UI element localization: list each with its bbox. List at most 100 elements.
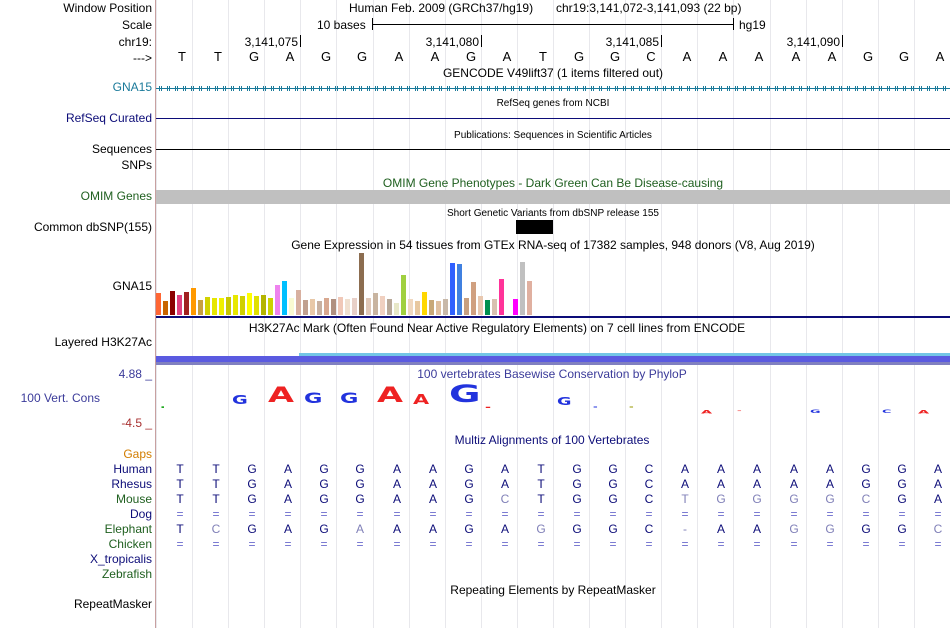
gtex-tissue-bar[interactable] — [499, 279, 504, 315]
species-label[interactable]: Rhesus — [111, 477, 152, 491]
gtex-tissue-bar[interactable] — [275, 285, 280, 315]
alignment-base: G — [825, 492, 835, 506]
species-label[interactable]: X_tropicalis — [89, 552, 152, 566]
gtex-tissue-bar[interactable] — [191, 288, 196, 315]
gtex-bar-chart[interactable] — [156, 252, 536, 315]
gtex-tissue-bar[interactable] — [212, 298, 217, 315]
gtex-tissue-bar[interactable] — [513, 299, 518, 315]
track-label-dbsnp[interactable]: Common dbSNP(155) — [33, 220, 152, 234]
gtex-tissue-bar[interactable] — [387, 299, 392, 315]
refseq-gene-line[interactable] — [156, 118, 950, 119]
gtex-tissue-bar[interactable] — [177, 295, 182, 315]
alignment-base: = — [429, 507, 437, 521]
gtex-tissue-bar[interactable] — [331, 299, 336, 315]
gtex-tissue-bar[interactable] — [247, 293, 252, 315]
gtex-tissue-bar[interactable] — [394, 303, 399, 315]
alignment-base: C — [211, 522, 221, 536]
track-label-phylop[interactable]: 100 Vert. Cons — [20, 391, 100, 405]
gtex-tissue-bar[interactable] — [345, 299, 350, 315]
gtex-tissue-bar[interactable] — [205, 297, 210, 315]
gtex-tissue-bar[interactable] — [478, 296, 483, 315]
gtex-tissue-bar[interactable] — [464, 298, 469, 315]
gtex-tissue-bar[interactable] — [366, 298, 371, 315]
gtex-tissue-bar[interactable] — [436, 301, 441, 315]
gtex-tissue-bar[interactable] — [317, 301, 322, 315]
gtex-tissue-bar[interactable] — [443, 299, 448, 315]
track-label-gtex[interactable]: GNA15 — [112, 279, 152, 293]
gtex-tissue-bar[interactable] — [429, 300, 434, 315]
gtex-tissue-bar[interactable] — [219, 298, 224, 315]
gtex-tissue-bar[interactable] — [289, 298, 294, 315]
gtex-tissue-bar[interactable] — [163, 301, 168, 315]
gtex-tissue-bar[interactable] — [324, 298, 329, 315]
h3k27ac-signal[interactable] — [156, 356, 950, 362]
gtex-tissue-bar[interactable] — [380, 296, 385, 315]
gtex-tissue-bar[interactable] — [254, 296, 259, 315]
track-label-omim[interactable]: OMIM Genes — [80, 189, 152, 203]
gtex-tissue-bar[interactable] — [492, 299, 497, 315]
gtex-tissue-bar[interactable] — [261, 295, 266, 315]
gtex-tissue-bar[interactable] — [415, 301, 420, 315]
dbsnp-track-title: Short Genetic Variants from dbSNP releas… — [447, 208, 659, 219]
omim-feature-bar[interactable] — [156, 190, 950, 204]
species-label[interactable]: Mouse — [115, 492, 152, 506]
track-label-snps[interactable]: SNPs — [121, 158, 152, 172]
alignment-base: G — [536, 522, 546, 536]
species-label[interactable]: Elephant — [104, 522, 152, 536]
track-label-h3k27ac[interactable]: Layered H3K27Ac — [54, 335, 152, 349]
gtex-tissue-bar[interactable] — [310, 299, 315, 315]
phylop-logo-letter: . — [160, 401, 166, 411]
alignment-base: = — [790, 537, 798, 551]
sequence-base: G — [248, 49, 260, 64]
gtex-tissue-bar[interactable] — [303, 300, 308, 315]
gtex-tissue-bar[interactable] — [485, 300, 490, 315]
gtex-tissue-bar[interactable] — [401, 275, 406, 315]
alignment-base: A — [392, 477, 401, 491]
gtex-tissue-bar[interactable] — [422, 292, 427, 315]
gtex-tissue-bar[interactable] — [450, 263, 455, 315]
gtex-tissue-bar[interactable] — [506, 300, 511, 315]
publications-line[interactable] — [156, 149, 950, 150]
alignment-base: A — [392, 522, 401, 536]
gtex-tissue-bar[interactable] — [359, 253, 364, 315]
species-label[interactable]: Dog — [129, 507, 152, 521]
track-label-repeatmasker[interactable]: RepeatMasker — [73, 597, 152, 611]
alignment-base: = — [681, 507, 689, 521]
gtex-tissue-bar[interactable] — [240, 296, 245, 315]
gtex-tissue-bar[interactable] — [233, 295, 238, 315]
alignment-base: T — [212, 477, 220, 491]
gtex-tissue-bar[interactable] — [170, 291, 175, 315]
dbsnp-variant[interactable] — [516, 220, 553, 234]
alignment-base: C — [861, 492, 871, 506]
alignment-base: C — [644, 492, 654, 506]
gtex-tissue-bar[interactable] — [282, 281, 287, 315]
h3k27ac-signal-light[interactable] — [299, 353, 950, 357]
species-label[interactable]: Chicken — [108, 537, 152, 551]
gtex-tissue-bar[interactable] — [527, 281, 532, 315]
gtex-tissue-bar[interactable] — [373, 293, 378, 315]
gtex-tissue-bar[interactable] — [156, 293, 161, 315]
gtex-tissue-bar[interactable] — [457, 264, 462, 315]
species-label[interactable]: Zebrafish — [101, 567, 152, 581]
h3k27ac-track-title: H3K27Ac Mark (Often Found Near Active Re… — [248, 321, 746, 335]
gtex-tissue-bar[interactable] — [352, 298, 357, 315]
gtex-tissue-bar[interactable] — [471, 282, 476, 315]
gtex-tissue-bar[interactable] — [338, 297, 343, 315]
gtex-tissue-bar[interactable] — [198, 300, 203, 315]
alignment-base: = — [465, 507, 473, 521]
alignment-base: T — [176, 462, 184, 476]
gtex-tissue-bar[interactable] — [296, 290, 301, 315]
gtex-tissue-bar[interactable] — [226, 297, 231, 315]
gtex-tissue-bar[interactable] — [520, 262, 525, 315]
track-label-publications[interactable]: Sequences — [91, 142, 152, 156]
scale-bar — [372, 24, 733, 25]
track-label-gencode[interactable]: GNA15 — [112, 80, 152, 94]
gtex-tissue-bar[interactable] — [268, 298, 273, 315]
track-label-refseq[interactable]: RefSeq Curated — [65, 111, 152, 125]
species-label[interactable]: Human — [113, 462, 152, 476]
h3k27ac-signal-band — [156, 362, 950, 365]
gtex-tissue-bar[interactable] — [408, 299, 413, 315]
gtex-tissue-bar[interactable] — [184, 292, 189, 315]
